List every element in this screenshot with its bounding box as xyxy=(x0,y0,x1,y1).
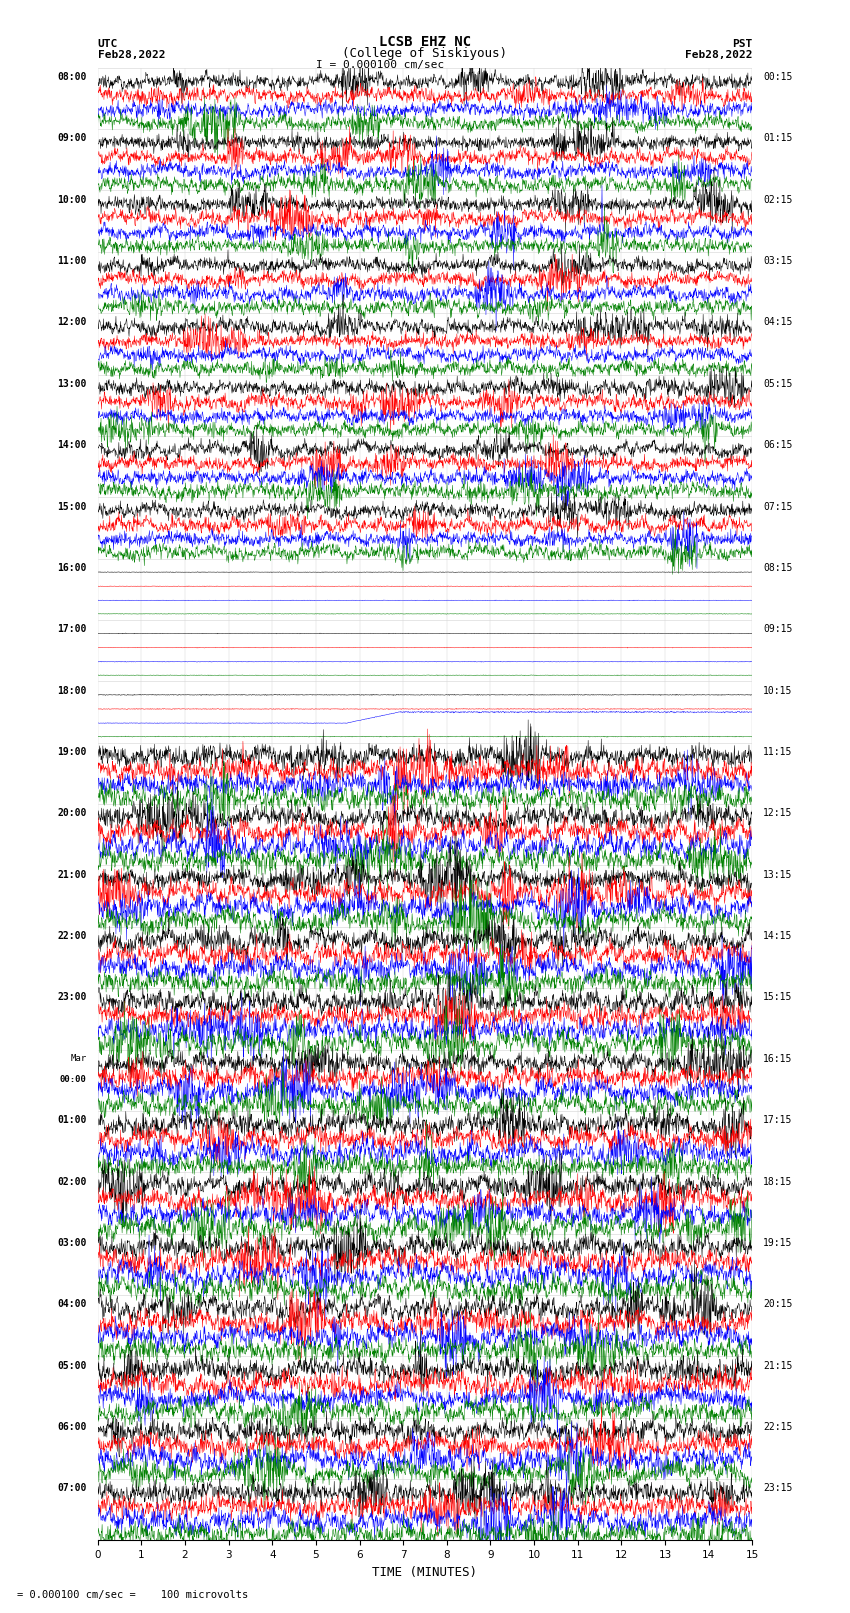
Text: 16:00: 16:00 xyxy=(58,563,87,573)
Text: 18:00: 18:00 xyxy=(58,686,87,695)
Text: 14:00: 14:00 xyxy=(58,440,87,450)
Text: 15:15: 15:15 xyxy=(763,992,792,1002)
Text: 20:15: 20:15 xyxy=(763,1298,792,1310)
Text: 22:15: 22:15 xyxy=(763,1423,792,1432)
Text: 19:15: 19:15 xyxy=(763,1237,792,1248)
Text: 03:00: 03:00 xyxy=(58,1237,87,1248)
Text: 21:15: 21:15 xyxy=(763,1361,792,1371)
Text: 09:15: 09:15 xyxy=(763,624,792,634)
Text: 19:00: 19:00 xyxy=(58,747,87,756)
Text: 01:00: 01:00 xyxy=(58,1115,87,1126)
Text: 06:15: 06:15 xyxy=(763,440,792,450)
Text: 11:15: 11:15 xyxy=(763,747,792,756)
Text: Mar: Mar xyxy=(71,1053,87,1063)
X-axis label: TIME (MINUTES): TIME (MINUTES) xyxy=(372,1566,478,1579)
Text: 03:15: 03:15 xyxy=(763,256,792,266)
Text: 21:00: 21:00 xyxy=(58,869,87,879)
Text: 14:15: 14:15 xyxy=(763,931,792,940)
Text: I = 0.000100 cm/sec: I = 0.000100 cm/sec xyxy=(316,60,445,71)
Text: (College of Siskiyous): (College of Siskiyous) xyxy=(343,47,507,60)
Text: 04:15: 04:15 xyxy=(763,318,792,327)
Text: = 0.000100 cm/sec =    100 microvolts: = 0.000100 cm/sec = 100 microvolts xyxy=(17,1590,248,1600)
Text: Feb28,2022: Feb28,2022 xyxy=(685,50,752,60)
Text: 00:15: 00:15 xyxy=(763,73,792,82)
Text: 17:00: 17:00 xyxy=(58,624,87,634)
Text: 08:00: 08:00 xyxy=(58,73,87,82)
Text: 11:00: 11:00 xyxy=(58,256,87,266)
Text: 13:00: 13:00 xyxy=(58,379,87,389)
Text: 22:00: 22:00 xyxy=(58,931,87,940)
Text: 18:15: 18:15 xyxy=(763,1176,792,1187)
Text: 06:00: 06:00 xyxy=(58,1423,87,1432)
Text: 12:00: 12:00 xyxy=(58,318,87,327)
Text: 07:00: 07:00 xyxy=(58,1484,87,1494)
Text: 17:15: 17:15 xyxy=(763,1115,792,1126)
Text: LCSB EHZ NC: LCSB EHZ NC xyxy=(379,35,471,50)
Text: UTC: UTC xyxy=(98,39,118,50)
Text: 02:15: 02:15 xyxy=(763,195,792,205)
Text: PST: PST xyxy=(732,39,752,50)
Text: Feb28,2022: Feb28,2022 xyxy=(98,50,165,60)
Text: 10:00: 10:00 xyxy=(58,195,87,205)
Text: 01:15: 01:15 xyxy=(763,134,792,144)
Text: 00:00: 00:00 xyxy=(60,1076,87,1084)
Text: 16:15: 16:15 xyxy=(763,1053,792,1065)
Text: 12:15: 12:15 xyxy=(763,808,792,818)
Text: 09:00: 09:00 xyxy=(58,134,87,144)
Text: 02:00: 02:00 xyxy=(58,1176,87,1187)
Text: 23:15: 23:15 xyxy=(763,1484,792,1494)
Text: 05:00: 05:00 xyxy=(58,1361,87,1371)
Text: 10:15: 10:15 xyxy=(763,686,792,695)
Text: 23:00: 23:00 xyxy=(58,992,87,1002)
Text: 07:15: 07:15 xyxy=(763,502,792,511)
Text: 05:15: 05:15 xyxy=(763,379,792,389)
Text: 08:15: 08:15 xyxy=(763,563,792,573)
Text: 20:00: 20:00 xyxy=(58,808,87,818)
Text: 04:00: 04:00 xyxy=(58,1298,87,1310)
Text: 13:15: 13:15 xyxy=(763,869,792,879)
Text: 15:00: 15:00 xyxy=(58,502,87,511)
